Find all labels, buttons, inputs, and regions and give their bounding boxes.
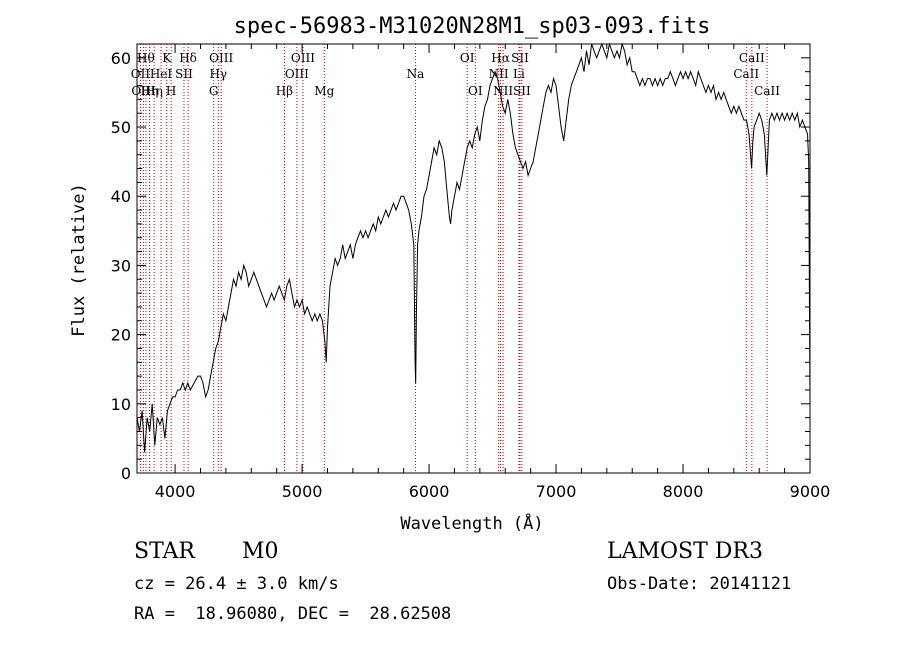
spectral-line-label: CaII [754,84,780,98]
spectral-line-label: HeI [150,67,173,81]
y-tick-label: 20 [111,326,131,345]
x-tick-label: 9000 [790,482,831,501]
spectral-line-label: SII [513,84,531,98]
observation-date: Obs-Date: 20141121 [607,574,792,594]
x-tick-label: 6000 [409,482,450,501]
spectral-line-label: H [166,84,176,98]
spectral-line-label: OIII [131,84,155,98]
spectral-line-label: OI [468,84,483,98]
redshift-velocity: cz = 26.4 ± 3.0 km/s [134,574,339,594]
y-tick-label: 40 [111,187,131,206]
spectral-line-label: CaII [739,51,765,65]
plot-frame [136,43,811,474]
x-tick-label: 5000 [282,482,323,501]
survey-name: LAMOST DR3 [607,539,763,564]
spectral-line-label: Hγ [209,67,227,81]
x-axis-label: Wavelength (Å) [400,512,543,534]
spectral-line-label: OI [460,51,475,65]
x-tick-label: 8000 [663,482,704,501]
spectral-line-label: OII [131,67,151,81]
spectral-line-label: CaII [733,67,759,81]
spectral-line-label: OIII [291,51,315,65]
spectral-line-label: G [209,84,219,98]
y-tick-label: 50 [111,118,131,137]
spectral-line-label: OIII [209,51,233,65]
y-axis-label: Flux (relative) [69,183,89,337]
y-tick-label: 10 [111,395,131,414]
spectral-line-markers: OIIOIIIHθHηHηHeIKHSIIHδGHγOIIIHβOIIIOIII… [131,44,780,473]
object-subclass: M0 [242,539,279,564]
spectral-line-label: Hα [491,51,510,65]
spectral-line-label: NII [489,67,509,81]
y-tick-label: 60 [111,49,131,68]
spectral-line-label: NII [493,84,513,98]
spectral-line-label: Li [513,67,525,81]
y-tick-label: 0 [121,464,131,483]
coordinates: RA = 18.96080, DEC = 28.62508 [134,604,452,624]
y-tick-label: 30 [111,256,131,275]
spectral-line-label: SII [511,51,529,65]
spectrum-series-line [136,42,811,453]
spectral-line-label: Mg [314,84,334,98]
spectral-line-label: K [162,51,172,65]
spectral-line-label: Na [407,67,425,81]
object-class: STAR [134,539,195,564]
x-tick-label: 7000 [536,482,577,501]
spectral-line-label: Hη [141,84,159,98]
x-tick-label: 4000 [155,482,196,501]
spectral-line-label: Hδ [179,51,197,65]
spectral-line-label: SII [175,67,193,81]
spectral-line-label: OIII [285,67,309,81]
chart-title: spec-56983-M31020N28M1_sp03-093.fits [234,14,711,39]
spectral-line-label: Hη [145,84,163,98]
axis-ticks: 4000 5000 6000 7000 8000 9000 0 10 20 30 40 50 60 [111,43,831,501]
spectral-line-label: Hβ [276,84,293,98]
